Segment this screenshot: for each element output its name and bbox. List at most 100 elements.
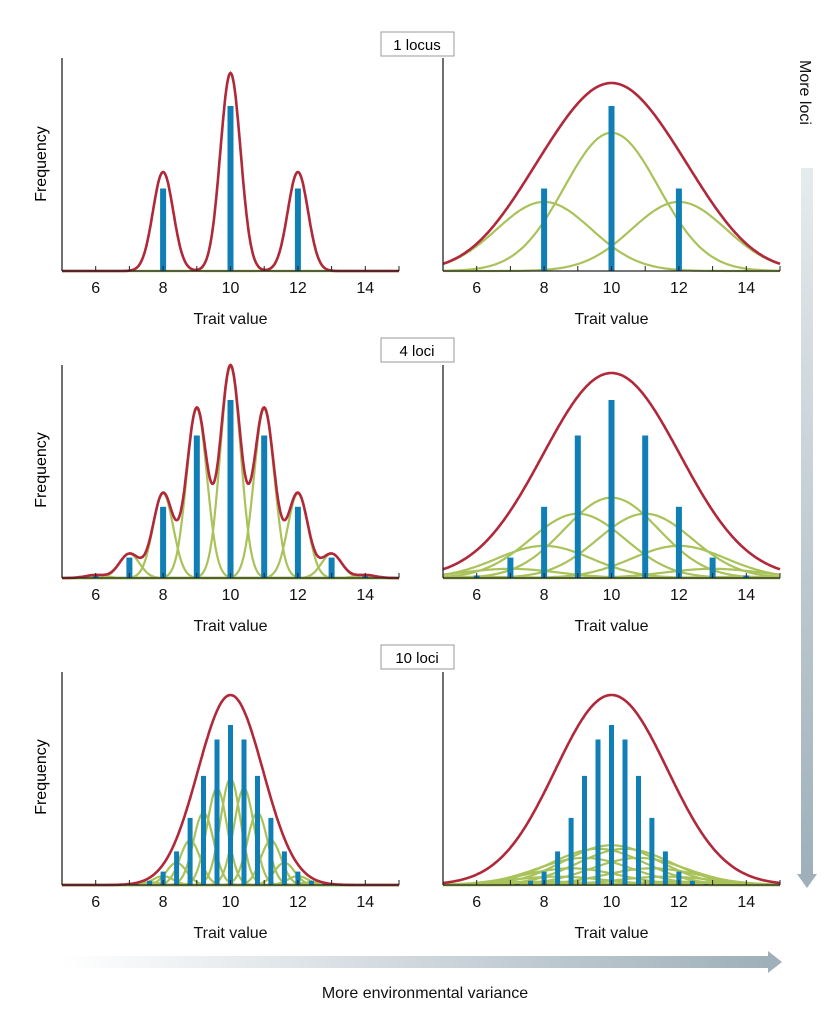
genotype-bar	[608, 106, 615, 271]
total-distribution-curve	[442, 81, 781, 266]
x-tick-label: 8	[540, 894, 549, 911]
row-label-text: 4 loci	[399, 343, 434, 360]
env-variance-arrow-shaft	[62, 956, 768, 968]
genotype-bar	[568, 817, 574, 885]
genotype-bar	[662, 851, 668, 885]
y-axis-label: Frequency	[33, 126, 50, 202]
total-distribution-curve	[442, 693, 781, 885]
genotype-bar	[709, 557, 716, 578]
genotype-bar	[147, 880, 153, 885]
genotype-bar	[636, 775, 641, 885]
genotype-bar	[541, 188, 548, 271]
more-loci-arrow-shaft	[801, 168, 813, 874]
genotype-bar	[294, 506, 301, 578]
x-axis-label: Trait value	[193, 925, 267, 942]
panel-1-locus-low-env: 6 8 10 12 14 Trait value	[61, 58, 400, 328]
genotype-bar	[187, 817, 193, 885]
x-tick-label: 12	[289, 894, 307, 911]
x-tick-label: 14	[737, 280, 755, 297]
panel-10-loci-low-env: 6 8 10 12 14 Trait value	[61, 672, 400, 942]
more-environmental-variance-arrow: More environmental variance	[62, 951, 782, 1002]
more-environmental-variance-label: More environmental variance	[322, 985, 528, 1002]
panel-4-loci-low-env: 6 8 10 12 14 Trait value	[61, 363, 400, 635]
row-label-text: 10 loci	[395, 650, 438, 667]
genotype-bar	[160, 188, 167, 271]
genotype-bar	[241, 739, 247, 885]
x-tick-label: 12	[670, 280, 688, 297]
env-variance-arrow-head	[768, 951, 782, 973]
row-label-box-0: 1 locus	[380, 31, 455, 57]
x-tick-label: 8	[159, 587, 168, 604]
genotype-bar	[227, 400, 234, 578]
x-tick-label: 10	[603, 894, 621, 911]
genotype-bar	[228, 725, 233, 885]
x-tick-label: 10	[222, 280, 240, 297]
x-tick-label: 14	[737, 894, 755, 911]
row-label-box-frame	[380, 644, 455, 670]
row-label-text: 1 locus	[393, 37, 441, 54]
row-label-box-frame	[380, 337, 455, 363]
x-tick-label: 12	[670, 587, 688, 604]
x-tick-label: 8	[540, 280, 549, 297]
genotype-bar	[595, 739, 601, 885]
genotype-bar	[201, 775, 206, 885]
genotype-bar	[675, 506, 682, 578]
panel-1-locus-high-env: 6 8 10 12 14 Trait value	[442, 58, 781, 328]
panel-4-loci-high-env: 6 8 10 12 14 Trait value	[442, 365, 781, 635]
x-axis-label: Trait value	[193, 618, 267, 635]
genotype-bar	[281, 851, 287, 885]
y-axis-label: Frequency	[33, 432, 50, 508]
genotype-bar	[574, 435, 581, 578]
genotype-bar	[622, 739, 628, 885]
genotype-bar	[608, 400, 615, 578]
genotype-bar	[676, 871, 682, 885]
x-tick-label: 6	[472, 280, 481, 297]
genotype-bar	[642, 435, 649, 578]
genotype-bar	[649, 817, 655, 885]
x-tick-label: 10	[603, 280, 621, 297]
genotype-bar	[214, 739, 220, 885]
x-tick-label: 6	[91, 280, 100, 297]
genotype-bar	[126, 557, 133, 578]
x-tick-label: 8	[159, 280, 168, 297]
x-axis-label: Trait value	[193, 311, 267, 328]
genotype-bar	[528, 880, 534, 885]
x-axis-label: Trait value	[574, 311, 648, 328]
more-loci-arrow-head	[797, 874, 817, 888]
genotype-bar	[689, 880, 695, 885]
genotype-bar	[268, 817, 274, 885]
genotype-bar	[160, 506, 167, 578]
genotype-bar	[541, 871, 547, 885]
genotype-bar	[507, 557, 514, 578]
genotype-bar	[308, 880, 314, 885]
x-tick-label: 14	[356, 894, 374, 911]
genotype-bar	[255, 775, 260, 885]
row-label-box-1: 4 loci	[380, 337, 455, 363]
genotype-bar	[675, 188, 682, 271]
x-tick-label: 10	[222, 894, 240, 911]
x-tick-label: 14	[737, 587, 755, 604]
x-axis-label: Trait value	[574, 618, 648, 635]
genotype-bar	[261, 435, 268, 578]
panel-10-loci-high-env: 6 8 10 12 14 Trait value	[442, 672, 781, 942]
total-distribution-curve	[62, 363, 399, 580]
genotype-bar	[294, 188, 301, 271]
genotype-bar	[541, 506, 548, 578]
x-tick-label: 6	[472, 894, 481, 911]
genotype-bar	[160, 871, 166, 885]
x-tick-label: 6	[472, 587, 481, 604]
x-tick-label: 14	[356, 587, 374, 604]
genotype-bar	[555, 851, 561, 885]
total-distribution-curve	[442, 371, 781, 571]
genotype-bar	[193, 435, 200, 578]
genotype-bar	[295, 871, 301, 885]
x-tick-label: 12	[289, 280, 307, 297]
more-loci-arrow: More loci	[796, 60, 817, 888]
genotype-bar	[227, 106, 234, 271]
genotype-bar	[328, 557, 335, 578]
x-axis-label: Trait value	[574, 925, 648, 942]
row-label-box-2: 10 loci	[380, 644, 455, 670]
genotype-bar	[609, 725, 614, 885]
row-label-box-frame	[380, 31, 455, 57]
